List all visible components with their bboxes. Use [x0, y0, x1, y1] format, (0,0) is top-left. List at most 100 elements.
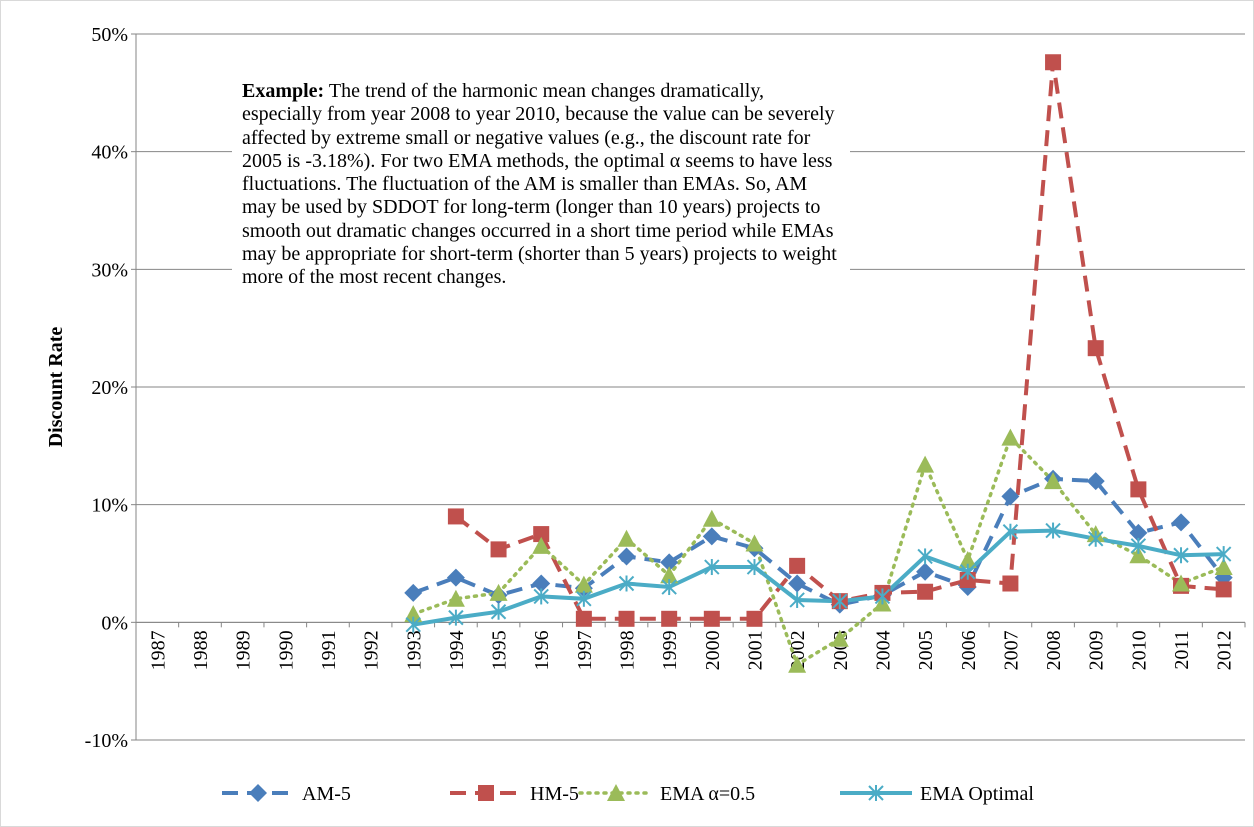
marker — [916, 562, 935, 581]
y-tick-label: 10% — [91, 495, 128, 517]
marker — [1215, 546, 1232, 563]
marker — [746, 559, 763, 576]
annotation: Example: The trend of the harmonic mean … — [232, 78, 850, 294]
series-line — [412, 528, 1224, 627]
marker — [1002, 575, 1019, 592]
y-tick-label: 0% — [101, 612, 128, 634]
x-tick-label: 1988 — [190, 630, 212, 670]
marker — [1215, 581, 1232, 598]
x-tick-label: 2005 — [915, 630, 937, 670]
marker — [661, 610, 678, 627]
marker — [446, 568, 465, 587]
legend-item: EMA α=0.5 — [578, 783, 755, 805]
marker — [1172, 574, 1191, 592]
legend-label: EMA Optimal — [920, 783, 1034, 805]
marker — [661, 579, 677, 596]
marker — [788, 655, 807, 673]
x-tick-label: 1991 — [318, 630, 340, 670]
marker — [1087, 340, 1104, 357]
marker — [1045, 54, 1062, 71]
marker — [1130, 481, 1147, 498]
marker — [1214, 558, 1233, 576]
x-tick-label: 1996 — [531, 630, 553, 670]
marker — [702, 509, 721, 527]
legend-item: AM-5 — [222, 783, 351, 805]
marker — [448, 609, 464, 626]
x-tick-label: 1992 — [361, 630, 383, 670]
marker — [574, 575, 593, 593]
legend-item: EMA Optimal — [840, 783, 1034, 805]
legend-item: HM-5 — [450, 783, 579, 805]
marker — [1045, 522, 1061, 539]
marker — [533, 526, 550, 543]
marker — [704, 559, 720, 576]
marker — [745, 534, 764, 552]
marker — [660, 553, 679, 572]
marker — [874, 588, 891, 605]
marker — [490, 603, 507, 620]
marker — [917, 583, 934, 600]
marker — [958, 550, 977, 568]
marker — [490, 541, 507, 558]
marker — [1086, 472, 1105, 491]
marker — [1173, 547, 1189, 564]
x-tick-label: 2010 — [1128, 630, 1150, 670]
x-tick-label: 1997 — [574, 630, 596, 670]
marker — [618, 610, 635, 627]
x-tick-label: 1989 — [233, 630, 255, 670]
marker — [702, 527, 721, 546]
marker — [617, 547, 636, 566]
y-axis-title: Discount Rate — [45, 327, 67, 448]
legend-label: AM-5 — [302, 783, 351, 805]
marker — [789, 591, 805, 608]
marker — [533, 588, 549, 605]
marker — [532, 536, 551, 554]
marker — [404, 605, 423, 623]
marker — [446, 589, 465, 607]
marker — [746, 610, 763, 627]
marker — [489, 583, 508, 601]
x-tick-label: 1994 — [446, 630, 468, 670]
marker — [478, 785, 494, 801]
marker — [447, 508, 464, 525]
x-tick-label: 2004 — [872, 630, 894, 670]
annotation-label: Example: — [242, 80, 325, 102]
marker — [607, 784, 625, 801]
y-tick-label: 30% — [91, 259, 128, 281]
marker — [617, 529, 636, 547]
marker — [1129, 546, 1148, 564]
marker — [868, 785, 884, 801]
x-tick-label: 1987 — [147, 630, 169, 670]
x-tick-label: 2012 — [1214, 630, 1236, 670]
x-tick-label: 1993 — [403, 630, 425, 670]
x-tick-label: 1990 — [275, 630, 297, 670]
y-tick-label: 40% — [91, 142, 128, 164]
x-tick-label: 2007 — [1000, 630, 1022, 670]
marker — [916, 455, 935, 473]
marker — [960, 563, 976, 580]
marker — [576, 590, 592, 607]
marker — [789, 557, 806, 574]
x-tick-label: 2006 — [958, 630, 980, 670]
marker — [405, 616, 421, 633]
x-tick-label: 2000 — [702, 630, 724, 670]
x-tick-label: 2009 — [1086, 630, 1108, 670]
marker — [830, 629, 849, 647]
marker — [249, 784, 267, 802]
marker — [1002, 523, 1019, 540]
marker — [404, 583, 423, 602]
marker — [1044, 472, 1063, 490]
marker — [1088, 530, 1104, 547]
marker — [1001, 428, 1020, 446]
y-tick-label: 50% — [91, 24, 128, 46]
y-tick-label: -10% — [85, 730, 128, 752]
marker — [832, 593, 848, 610]
marker — [660, 566, 679, 584]
legend-label: HM-5 — [530, 783, 579, 805]
x-tick-label: 1999 — [659, 630, 681, 670]
marker — [575, 610, 592, 627]
marker — [1130, 537, 1147, 554]
marker — [532, 574, 551, 593]
x-tick-label: 2011 — [1171, 630, 1193, 669]
